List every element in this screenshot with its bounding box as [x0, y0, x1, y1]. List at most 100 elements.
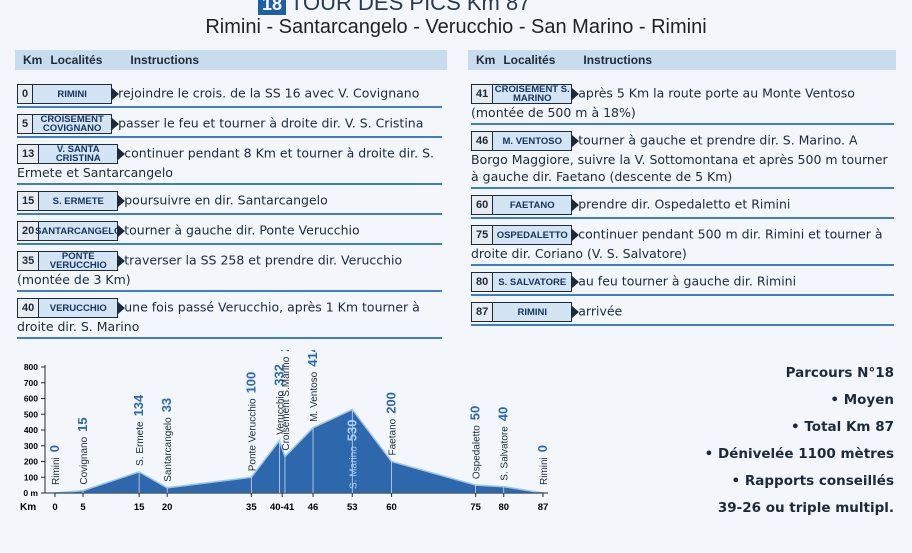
summary-item: Total Km 87	[705, 414, 894, 441]
place: OSPEDALETTO	[493, 226, 572, 244]
km: 20	[18, 222, 40, 240]
point-value: 134	[131, 394, 146, 416]
point-name: Santarcangelo	[163, 417, 174, 482]
summary: Parcours N°18 Moyen Total Km 87 Dénivelé…	[705, 360, 894, 522]
place: PONTE VERUCCHIO	[39, 252, 118, 270]
point-label: S. Ermete 134	[131, 394, 146, 466]
point-name: Faetano	[388, 418, 399, 455]
route-row: 87 RIMINI arrivée	[471, 302, 894, 326]
x-tick-label: 87	[538, 502, 549, 513]
km: 5	[18, 115, 34, 133]
x-tick-label: 80	[498, 502, 509, 513]
point-value: 40	[496, 407, 511, 421]
km: 41	[472, 85, 494, 103]
instruction: continuer pendant 8 Km et tourner à droi…	[17, 145, 434, 181]
right-rows: 41 CROISEMENT S. MARINO après 5 Km la rout…	[471, 84, 894, 326]
place: RIMINI	[493, 303, 572, 321]
x-tick-label: 53	[347, 502, 358, 513]
point-name: Croisement S.Marino	[281, 356, 292, 450]
route-row: 41 CROISEMENT S. MARINO après 5 Km la rout…	[471, 84, 894, 125]
point-label: Santarcangelo 33	[159, 398, 174, 482]
summary-item: Moyen	[705, 387, 894, 414]
instruction: tourner à gauche dir. Ponte Verucchio	[124, 222, 360, 238]
point-label: S. Marino 530	[344, 420, 359, 490]
place-box: 46 M. VENTOSO	[471, 131, 580, 151]
place: FAETANO	[493, 196, 572, 214]
point-value: 200	[384, 392, 399, 414]
col-instr: Instructions	[583, 53, 653, 67]
instruction: passer le feu et tourner à droite dir. V…	[118, 115, 424, 131]
place-box: 87 RIMINI	[471, 302, 580, 322]
km: 60	[472, 196, 494, 214]
summary-note: 39-26 ou triple multipl.	[717, 500, 894, 516]
place-box: 20 SANTARCANGELO	[17, 221, 126, 241]
point-name: S. Marino	[348, 446, 359, 489]
point-label: M. Ventoso 414	[305, 350, 320, 422]
place-box: 60 FAETANO	[471, 195, 580, 215]
summary-item: Dénivelée 1100 mètres	[705, 441, 894, 468]
y-tick-label: 800	[24, 362, 38, 372]
route: Rimini - Santarcangelo - Verucchio - San…	[205, 16, 707, 38]
instruction: continuer pendant 500 m dir. Rimini et t…	[471, 226, 883, 262]
y-tick-label: 600	[24, 394, 38, 404]
left-rows: 0 RIMINI rejoindre le crois. de la SS 16 a…	[17, 84, 442, 339]
km: 40	[18, 299, 40, 317]
place: S. SALVATORE	[493, 273, 572, 291]
point-name: Ponte Verucchio	[247, 398, 258, 471]
column-header: Km Localités Instructions	[15, 50, 447, 70]
x-tick-label: 35	[246, 502, 257, 513]
instruction: rejoindre le crois. de la SS 16 avec V. …	[118, 85, 420, 101]
point-value: 15	[75, 417, 90, 431]
place: M. VENTOSO	[493, 132, 572, 150]
point-value: 414	[305, 350, 320, 367]
km: 46	[472, 132, 494, 150]
x-tick-label: 40-41	[270, 502, 295, 513]
x-tick-label: 46	[308, 502, 319, 513]
instruction: tourner à gauche et prendre dir. S. Mari…	[471, 132, 888, 185]
route-row: 20 SANTARCANGELO tourner à gauche dir. Pon…	[17, 221, 442, 245]
place: SANTARCANGELO	[35, 222, 121, 240]
route-row: 0 RIMINI rejoindre le crois. de la SS 16 a…	[17, 84, 442, 108]
place: V. SANTA CRISTINA	[39, 145, 118, 163]
instruction: arrivée	[578, 303, 623, 319]
km: 75	[472, 226, 494, 244]
point-label: Croisement S.Marino 231	[277, 350, 292, 451]
point-name: Verucchio	[275, 390, 286, 434]
route-row: 60 FAETANO prendre dir. Ospedaletto et Rim…	[471, 195, 894, 219]
y-tick-label: 700	[24, 378, 38, 388]
y-tick-label: 300	[24, 441, 38, 451]
route-number: 18	[258, 0, 287, 15]
summary-item: Rapports conseillés	[705, 468, 894, 495]
y-tick-label: 200	[24, 457, 38, 467]
km: 35	[18, 252, 40, 270]
point-name: S. Salvatore	[500, 426, 511, 481]
instruction: au feu tourner à gauche dir. Rimini	[578, 273, 797, 289]
point-name: Covignano	[79, 436, 90, 484]
place-box: 75 OSPEDALETTO	[471, 225, 580, 245]
point-name: Rimini	[51, 457, 62, 485]
point-value: 33	[159, 398, 174, 412]
place: CROISEMENT COVIGNANO	[33, 115, 112, 133]
title: TOUR DES PICS Km 87	[290, 0, 531, 15]
place: CROISEMENT S. MARINO	[493, 84, 572, 104]
point-label: Faetano 200	[384, 392, 399, 455]
point-label: S. Salvatore 40	[496, 407, 511, 481]
place-box: 0 RIMINI	[17, 84, 120, 104]
place-box: 40 VERUCCHIO	[17, 298, 126, 318]
place-box: 80 S. SALVATORE	[471, 272, 580, 292]
route-row: 46 M. VENTOSO tourner à gauche et prendre …	[471, 131, 894, 189]
point-value: 100	[243, 372, 258, 394]
route-row: 35 PONTE VERUCCHIO traverser la SS 258 et …	[17, 251, 442, 292]
x-tick-label: 0	[52, 502, 57, 513]
point-label: Verucchio 332	[271, 364, 286, 435]
col-place: Localités	[50, 53, 103, 67]
instruction: prendre dir. Ospedaletto et Rimini	[578, 196, 791, 212]
point-value: 231	[277, 350, 292, 352]
place-box: 5 CROISEMENT COVIGNANO	[17, 114, 120, 134]
point-value: 0	[47, 445, 62, 452]
col-km: Km	[476, 53, 496, 67]
place: RIMINI	[33, 85, 112, 103]
point-label: Ospedaletto 50	[468, 406, 483, 479]
x-tick-label: 75	[470, 502, 481, 513]
